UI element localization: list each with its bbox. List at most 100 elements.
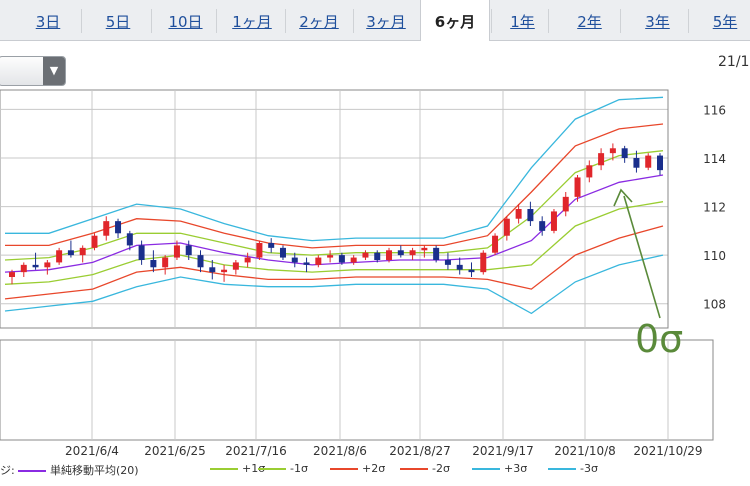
candle-body [256, 243, 263, 258]
candle-body [598, 153, 605, 166]
candle-body [197, 255, 204, 268]
x-tick-label: 2021/10/29 [633, 444, 702, 458]
tab-separator [285, 9, 286, 33]
candle-body [421, 247, 428, 251]
tab-separator [81, 9, 82, 33]
candle-body [444, 260, 451, 265]
candle-body [456, 264, 463, 270]
sub-panel [0, 339, 714, 441]
tab-2[interactable]: 10日 [168, 13, 203, 31]
candle-body [138, 245, 145, 260]
y-tick-label: 112 [703, 201, 726, 215]
candle-body [115, 221, 122, 234]
tab-6[interactable]: 6ヶ月 [420, 0, 490, 41]
plot-area [0, 89, 669, 329]
candle-body [126, 233, 133, 246]
candle-body [173, 245, 180, 258]
candle-body [315, 257, 322, 265]
tab-separator [688, 9, 689, 33]
date-stamp: 21/1 [718, 54, 750, 70]
arrow-head-icon [613, 188, 633, 207]
candle-body [609, 148, 616, 154]
candle-body [433, 247, 440, 260]
annotation-arrow [623, 195, 661, 319]
candle-body [56, 250, 63, 263]
candle-body [350, 257, 357, 263]
band-line [5, 96, 664, 242]
tab-0[interactable]: 3日 [35, 13, 61, 31]
legend-swatch [400, 468, 428, 470]
tab-7[interactable]: 1年 [510, 13, 535, 31]
candle-body [32, 264, 39, 268]
y-tick-label: 116 [703, 103, 726, 117]
candle-body [492, 235, 499, 253]
candle-body [291, 257, 298, 263]
chart-type-dropdown[interactable]: ▼ [0, 56, 66, 86]
candle-body [185, 245, 192, 256]
tab-3[interactable]: 1ヶ月 [232, 13, 272, 31]
legend-swatch [258, 468, 286, 470]
candle-body [657, 155, 663, 171]
candle-body [279, 247, 286, 258]
candle-body [539, 221, 546, 231]
legend-label: -1σ [290, 462, 308, 475]
chevron-down-icon[interactable]: ▼ [43, 57, 65, 85]
legend-item: +2σ [330, 462, 385, 475]
y-tick-label: 110 [703, 249, 726, 263]
legend-item: -2σ [400, 462, 450, 475]
candle-body [645, 155, 652, 168]
candle-body [327, 255, 334, 258]
candle-body [550, 211, 557, 231]
candle-body [44, 262, 51, 268]
legend-label: +1σ [242, 462, 266, 475]
legend-label: +2σ [362, 462, 386, 475]
tab-9[interactable]: 3年 [645, 13, 670, 31]
tab-5[interactable]: 3ヶ月 [366, 13, 406, 31]
candle-body [586, 165, 593, 178]
legend-swatch [210, 468, 238, 470]
tab-separator [353, 9, 354, 33]
legend-item: +3σ [472, 462, 527, 475]
candle-body [244, 257, 251, 263]
x-tick-label: 2021/6/25 [144, 444, 206, 458]
candle-body [633, 158, 640, 168]
legend-item: -3σ [548, 462, 598, 475]
candle-body [515, 209, 522, 219]
tab-1[interactable]: 5日 [105, 13, 131, 31]
tab-separator [620, 9, 621, 33]
tab-8[interactable]: 2年 [577, 13, 602, 31]
candle-body [303, 262, 310, 265]
candle-body [397, 250, 404, 256]
candle-body [386, 250, 393, 260]
tab-separator [216, 9, 217, 33]
legend-item: -1σ [258, 462, 308, 475]
legend-label: +3σ [504, 462, 528, 475]
x-tick-label: 2021/7/16 [225, 444, 287, 458]
candle-body [338, 255, 345, 263]
legend-swatch [472, 468, 500, 470]
legend-prefix: ジ: [0, 464, 15, 477]
tab-4[interactable]: 2ヶ月 [299, 13, 339, 31]
x-tick-label: 2021/6/4 [65, 444, 119, 458]
y-tick-label: 108 [703, 298, 726, 312]
candle-body [574, 177, 581, 197]
legend-swatch [548, 468, 576, 470]
candle-body [9, 272, 15, 277]
band-line [4, 150, 664, 261]
annotation-label: 0σ [635, 317, 683, 361]
candle-body [503, 218, 510, 236]
candle-body [362, 252, 369, 258]
tab-10[interactable]: 5年 [712, 13, 738, 31]
legend-label: -2σ [432, 462, 450, 475]
x-tick-label: 2021/8/27 [389, 444, 451, 458]
x-tick-label: 2021/10/8 [554, 444, 616, 458]
candle-body [468, 269, 475, 273]
band-line [5, 123, 664, 249]
candle-body [91, 235, 98, 248]
candle-body [409, 250, 416, 256]
band-line [4, 201, 664, 285]
band-line [4, 225, 664, 300]
candle-body [209, 267, 216, 273]
legend-label: -3σ [580, 462, 598, 475]
candle-body [621, 148, 628, 158]
